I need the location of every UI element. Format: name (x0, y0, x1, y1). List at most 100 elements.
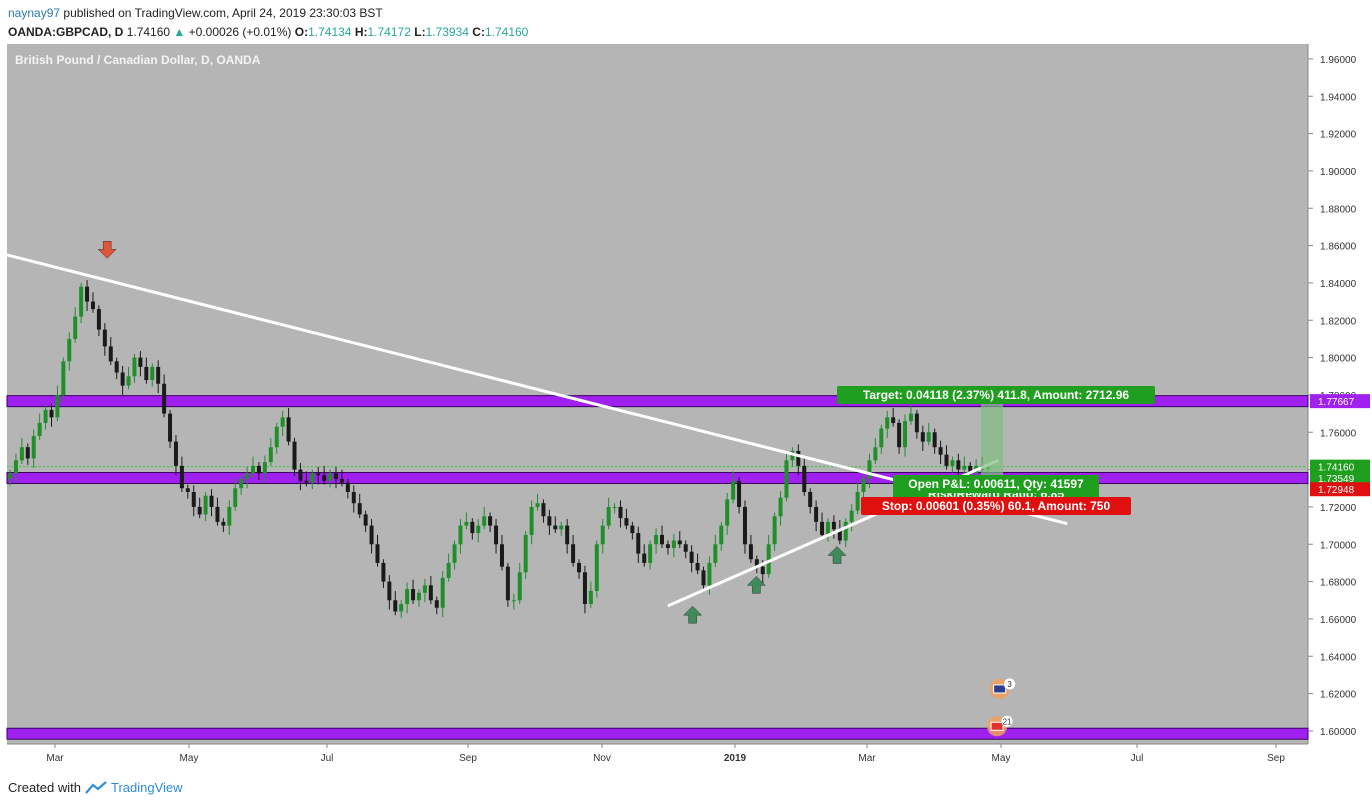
candle-body (742, 506, 747, 545)
down-arrow-icon[interactable] (97, 241, 117, 259)
target-label-box[interactable] (837, 386, 1155, 404)
candle-body (126, 376, 131, 386)
horizontal-band-bottom[interactable] (6, 727, 1309, 740)
candle-body (695, 562, 700, 571)
trendline-1[interactable] (6, 253, 1068, 526)
price-label-box (1310, 482, 1370, 497)
candle-body (760, 566, 765, 575)
candle-body (96, 309, 101, 330)
candle-body (654, 534, 659, 545)
candle-body (245, 473, 250, 479)
candle-body (476, 525, 481, 534)
up-arrow-icon[interactable] (746, 575, 766, 594)
candle-body (393, 600, 398, 612)
candle-body (713, 544, 718, 563)
open-pnl-label-box[interactable] (893, 475, 1099, 493)
candle-body (630, 525, 635, 534)
x-tick-label: Mar (46, 753, 64, 764)
tradingview-brand[interactable]: TradingView (110, 780, 183, 795)
candle-body (440, 577, 445, 608)
candle-body (565, 525, 570, 545)
time-axis[interactable] (7, 744, 1308, 770)
price-label: 1.74160 (1318, 463, 1355, 474)
candle-body (304, 480, 309, 483)
low-value: 1.73934 (425, 25, 469, 39)
candle-body (541, 503, 546, 517)
stop-label: Stop: 0.00601 (0.35%) 60.1, Amount: 750 (882, 499, 1111, 513)
candle-body (891, 417, 896, 423)
candle-body (25, 447, 30, 459)
y-tick-label: 1.64000 (1320, 652, 1357, 663)
y-tick-label: 1.62000 (1320, 690, 1357, 701)
horizontal-band-resistance[interactable] (6, 395, 1309, 408)
candle-body (725, 499, 730, 526)
candle-body (316, 473, 321, 476)
event-count-badge (1000, 715, 1014, 728)
candle-body (357, 503, 362, 515)
candle-body (926, 432, 931, 442)
candle-body (351, 492, 356, 504)
chart-header: naynay97 published on TradingView.com, A… (8, 4, 528, 42)
last-price: 1.74160 (126, 25, 171, 39)
candle-body (488, 516, 493, 526)
uk-flag-icon[interactable] (993, 684, 1007, 694)
price-label-box (1310, 471, 1370, 486)
candle-body (13, 460, 18, 474)
candle-body (499, 544, 504, 567)
close-label: C: (472, 25, 485, 39)
candle-body (648, 544, 653, 563)
y-tick-label: 1.84000 (1320, 279, 1357, 290)
candle-body (802, 465, 807, 492)
candle-body (215, 506, 220, 522)
candle-body (405, 589, 410, 604)
price-label: 1.72948 (1318, 485, 1355, 496)
y-tick-label: 1.70000 (1320, 540, 1357, 551)
low-label: L: (414, 25, 426, 39)
y-tick-label: 1.94000 (1320, 92, 1357, 103)
candle-body (885, 417, 890, 429)
candle-body (790, 450, 795, 461)
x-tick-label: May (180, 753, 199, 764)
candle-body (138, 357, 143, 367)
created-with-text: Created with (8, 780, 81, 795)
candle-body (387, 581, 392, 601)
candle-body (411, 589, 416, 601)
price-chart[interactable]: British Pound / Canadian Dollar, D, OAND… (0, 0, 1372, 778)
candle-body (719, 525, 724, 545)
up-arrow-icon[interactable] (683, 605, 703, 624)
candle-body (73, 316, 78, 339)
author-link[interactable]: naynay97 (8, 6, 61, 20)
y-tick-label: 1.76000 (1320, 428, 1357, 439)
candle-body (49, 409, 54, 418)
candle-body (535, 503, 540, 507)
chart-title: British Pound / Canadian Dollar, D, OAND… (15, 53, 261, 67)
event-count: 3 (1007, 680, 1012, 689)
symbol-label: OANDA:GBPCAD, D (8, 25, 124, 39)
high-value: 1.74172 (367, 25, 411, 39)
price-label-box (1310, 459, 1370, 474)
candle-body (79, 286, 84, 317)
candle-body (843, 521, 848, 541)
candle-body (227, 506, 232, 526)
candle-body (310, 473, 315, 483)
x-tick-label: Sep (1267, 753, 1285, 764)
candle-body (873, 447, 878, 461)
stop-label-box[interactable] (861, 497, 1131, 515)
horizontal-band-support[interactable] (6, 472, 1309, 485)
canada-flag-icon[interactable] (990, 721, 1004, 731)
position-profit-zone[interactable] (981, 401, 1003, 479)
candle-body (855, 492, 860, 511)
candle-body (203, 495, 208, 515)
candle-body (274, 426, 279, 448)
candle-body (114, 361, 119, 373)
candle-body (144, 366, 149, 380)
candle-body (511, 600, 516, 602)
price-axis[interactable] (1308, 44, 1370, 744)
candle-body (428, 585, 433, 601)
y-tick-label: 1.80000 (1320, 354, 1357, 365)
candle-body (156, 366, 161, 384)
up-arrow-icon[interactable] (827, 546, 847, 564)
candle-body (185, 488, 190, 492)
footer: Created with TradingView (8, 780, 183, 795)
candle-body (903, 421, 908, 448)
